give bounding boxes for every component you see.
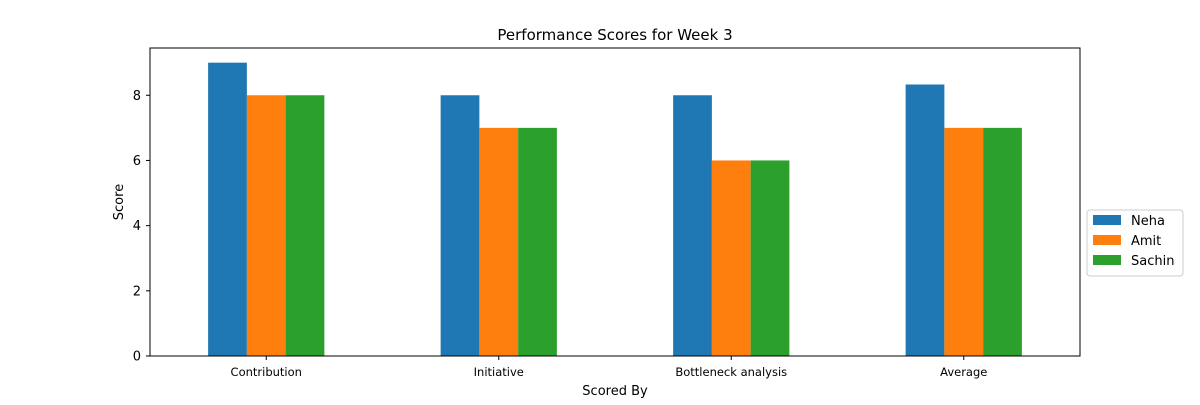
y-tick-label: 8	[133, 89, 141, 104]
bar-amit-3	[944, 127, 984, 356]
chart-title: Performance Scores for Week 3	[497, 26, 732, 44]
legend-label-sachin: Sachin	[1131, 254, 1174, 269]
legend-swatch-amit	[1093, 235, 1121, 245]
bar-amit-1	[479, 127, 519, 356]
x-tick-label: Average	[940, 365, 987, 379]
y-tick-label: 2	[133, 284, 141, 299]
x-axis-label: Scored By	[582, 384, 648, 399]
legend-label-neha: Neha	[1131, 214, 1165, 229]
y-tick-label: 4	[133, 219, 141, 234]
y-tick-label: 6	[133, 154, 141, 169]
bar-sachin-0	[285, 95, 325, 356]
bar-sachin-2	[750, 160, 790, 356]
legend-label-amit: Amit	[1131, 234, 1161, 249]
bar-amit-2	[711, 160, 751, 356]
bar-neha-0	[208, 62, 247, 357]
x-tick-label: Initiative	[474, 365, 524, 379]
x-tick-label: Bottleneck analysis	[675, 365, 787, 379]
legend-swatch-sachin	[1093, 255, 1121, 265]
y-axis-label: Score	[112, 184, 127, 220]
y-tick-label: 0	[133, 350, 141, 365]
legend-swatch-neha	[1093, 215, 1121, 225]
bar-amit-0	[246, 95, 286, 356]
plot-frame	[149, 47, 1081, 357]
x-ticks-group: Contribution Initiative Bottleneck analysi…	[231, 356, 987, 379]
bar-neha-3	[905, 84, 945, 357]
bar-sachin-3	[983, 127, 1022, 356]
bar-neha-1	[440, 95, 480, 356]
bars-group	[208, 62, 1022, 357]
x-tick-label: Contribution	[231, 365, 302, 379]
bar-sachin-1	[518, 127, 557, 356]
y-ticks-group: 0 2 4 6 8	[133, 89, 150, 365]
legend: Neha Amit Sachin	[1086, 209, 1184, 277]
bar-neha-2	[673, 95, 712, 356]
